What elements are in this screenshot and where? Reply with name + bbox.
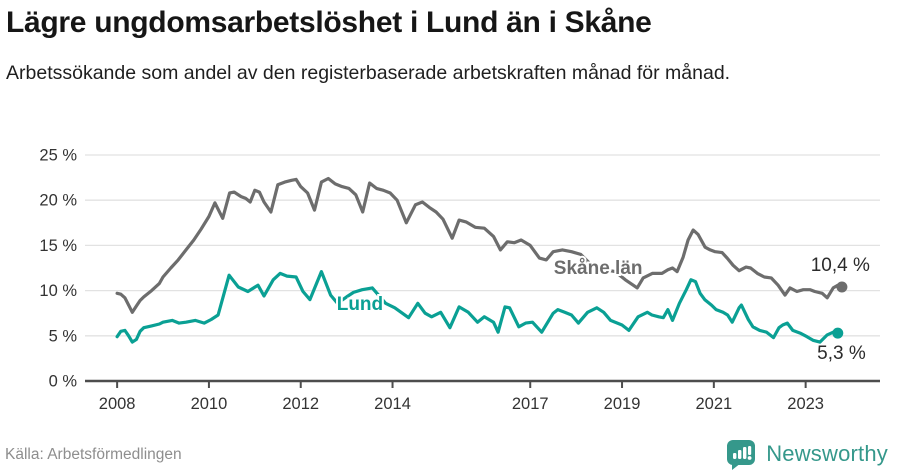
series-label: Lund [337,294,383,315]
series-lund: Lund 5,3 % [115,270,866,364]
newsworthy-wordmark: Newsworthy [766,441,888,466]
y-tick-label: 20 % [39,192,77,210]
series-end-value: 5,3 % [817,343,866,364]
series-label: Skåne län [554,258,643,279]
chart-subtitle: Arbetssökande som andel av den registerb… [6,62,731,84]
series-end-dot [836,281,848,293]
x-tick-label: 2023 [787,395,824,413]
y-tick-label: 5 % [49,327,78,345]
y-tick-label: 25 % [39,147,77,165]
x-tick-label: 2021 [695,395,732,413]
page-title: Lägre ungdomsarbetslöshet i Lund än i Sk… [6,6,652,39]
source-note: Källa: Arbetsförmedlingen [5,446,182,463]
series-end-value: 10,4 % [811,255,870,276]
x-tick-label: 2014 [374,395,411,413]
y-tick-label: 0 % [49,373,78,391]
series-end-dot [832,327,844,339]
y-tick-label: 15 % [39,237,77,255]
x-tick-label: 2017 [512,395,549,413]
x-tick-label: 2008 [99,395,136,413]
x-tick-label: 2019 [604,395,641,413]
bar-chart-speech-bubble-icon [727,440,756,470]
newsworthy-brand: Newsworthy [724,438,888,470]
x-tick-label: 2010 [191,395,228,413]
series-skane-lan: Skåne län 10,4 % [115,176,870,314]
x-tick-label: 2012 [282,395,319,413]
y-tick-label: 10 % [39,282,77,300]
